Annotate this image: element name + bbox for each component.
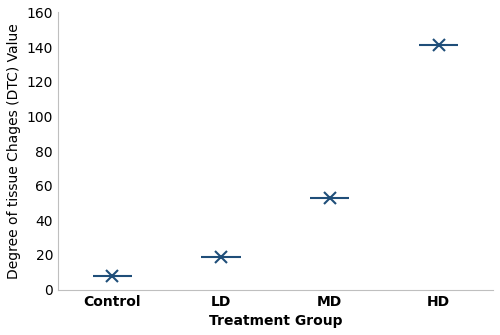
Y-axis label: Degree of tissue Chages (DTC) Value: Degree of tissue Chages (DTC) Value — [7, 23, 21, 279]
X-axis label: Treatment Group: Treatment Group — [208, 314, 342, 328]
